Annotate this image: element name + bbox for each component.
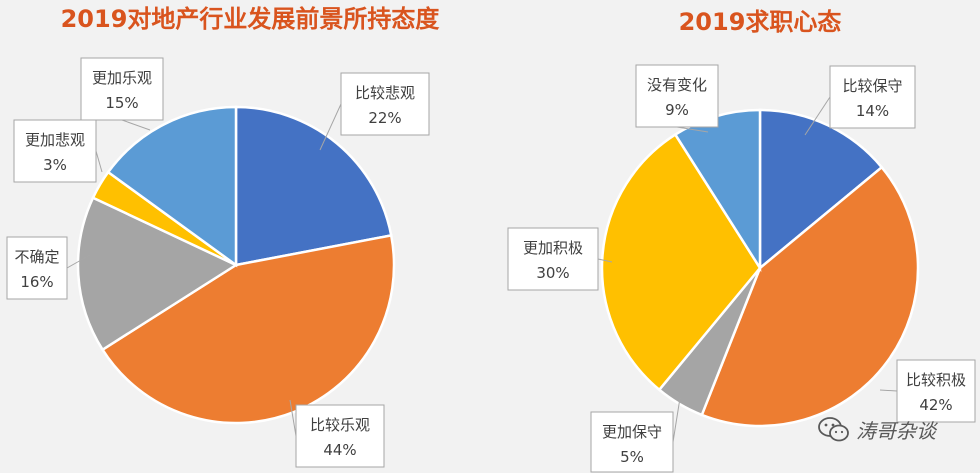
data-label-callout: 更加积极 30% [507,227,613,291]
callout-box [6,236,68,300]
callout-box [295,404,385,468]
slice-percent: 16% [20,273,53,291]
pie-slice [76,196,239,352]
pie-chart-attitude: 比较悲观 22% 比较乐观 44% 不确定 16% 更加悲观 3% 更加乐观 15% [6,57,430,468]
slice-percent: 44% [323,441,356,459]
callout-box [590,411,674,473]
pie-slice [234,105,393,267]
callout-box [13,119,97,183]
pie-slice [700,165,920,428]
data-label-callout: 没有变化 9% [635,64,719,133]
callout-box [80,57,164,121]
chart-title-job-mindset: 2019求职心态 [679,8,842,36]
pie-slice [758,108,884,271]
slice-percent: 42% [919,396,952,414]
slice-label: 更加悲观 [25,131,85,149]
slice-label: 比较悲观 [355,84,415,102]
wechat-icon [818,416,849,441]
callout-box [340,72,430,136]
callout-pointer [121,119,151,131]
pie-chart-job-mindset: 比较保守 14% 比较积极 42% 更加保守 5% 更加积极 30% 没有变化 9% [507,64,976,473]
callout-pointer [676,126,709,133]
callout-box [507,227,599,291]
slice-label: 比较乐观 [310,416,370,434]
callout-pointer [66,254,91,269]
data-label-callout: 比较保守 14% [804,65,916,136]
slice-percent: 15% [105,94,138,112]
data-label-callout: 比较积极 42% [879,359,976,423]
watermark-text: 涛哥杂谈 [856,419,936,443]
slice-percent: 30% [536,264,569,282]
slice-percent: 3% [43,156,67,174]
slice-percent: 22% [368,109,401,127]
chart-title-attitude: 2019对地产行业发展前景所持态度 [61,5,441,33]
data-label-callout: 更加乐观 15% [80,57,164,131]
pie-slice [100,233,396,425]
slice-percent: 5% [620,448,644,466]
callout-pointer [95,150,103,173]
callout-box [635,64,719,128]
callout-box [829,65,916,129]
data-label-callout: 比较悲观 22% [319,72,430,151]
callout-pointer [289,399,297,437]
pie-slice [600,132,762,392]
data-label-callout: 更加悲观 3% [13,119,103,183]
slice-label: 更加保守 [602,423,662,441]
slice-label: 更加积极 [523,239,583,257]
callout-pointer [672,397,681,443]
slice-label: 比较保守 [842,77,902,95]
slice-percent: 14% [856,102,889,120]
slice-label: 没有变化 [647,76,707,94]
data-label-callout: 更加保守 5% [590,397,681,473]
data-label-callout: 不确定 16% [6,236,91,300]
slice-label: 不确定 [14,248,59,266]
data-label-callout: 比较乐观 44% [289,399,385,468]
slice-label: 比较积极 [906,371,966,389]
watermark: 涛哥杂谈 [818,415,936,444]
callout-pointer [879,389,898,392]
callout-pointer [597,258,613,263]
slice-label: 更加乐观 [92,69,152,87]
callout-box [896,359,976,423]
pie-slice [106,105,238,268]
slice-percent: 9% [665,101,689,119]
callout-pointer [319,103,342,151]
callout-pointer [804,96,831,136]
